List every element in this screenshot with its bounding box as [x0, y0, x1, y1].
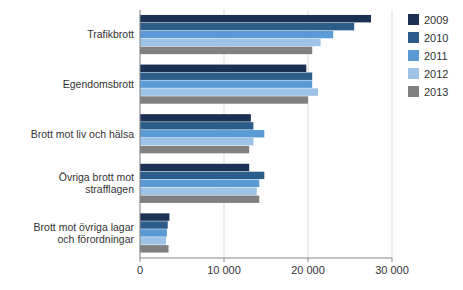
bar [140, 213, 169, 220]
bar [140, 122, 253, 129]
chart: 0 10 000 20 000 30 000 Trafikbrott Egendomsbr… [0, 0, 463, 290]
legend-label: 2012 [424, 68, 448, 80]
legend-swatch [408, 86, 419, 97]
bar [140, 15, 371, 22]
bar [140, 229, 167, 236]
tick-mark [308, 258, 309, 262]
legend-label: 2011 [424, 50, 448, 62]
category-label: Brott mot övriga lagaroch förordningar [34, 221, 135, 245]
y-axis: Trafikbrott Egendomsbrott Brott mot liv oc… [31, 28, 135, 244]
tick-mark [392, 258, 393, 262]
legend-swatch [408, 50, 419, 61]
legend: 2009 2010 2011 2012 2013 [408, 14, 448, 98]
legend-swatch [408, 14, 419, 25]
axis-line [140, 258, 392, 259]
category-label: Egendomsbrott [63, 78, 134, 90]
bar [140, 23, 354, 30]
grid [140, 10, 392, 258]
bar [140, 146, 249, 153]
bar [140, 31, 333, 38]
legend-label: 2010 [424, 32, 448, 44]
bar [140, 245, 169, 252]
bar [140, 88, 318, 95]
tick-label: 30 000 [375, 264, 409, 276]
bars [140, 15, 371, 253]
bar [140, 47, 312, 54]
legend-label: 2009 [424, 14, 448, 26]
tick-label: 10 000 [207, 264, 241, 276]
bar [140, 237, 166, 244]
bar [140, 221, 168, 228]
tick-label: 20 000 [291, 264, 325, 276]
legend-swatch [408, 68, 419, 79]
tick-mark [224, 258, 225, 262]
axis-line [140, 10, 141, 258]
bar [140, 138, 253, 145]
bar [140, 172, 264, 179]
category-label: Brott mot liv och hälsa [31, 128, 134, 140]
bar [140, 96, 308, 103]
bar [140, 80, 312, 87]
bar [140, 72, 312, 79]
bar [140, 196, 259, 203]
grid-line [392, 10, 393, 258]
x-axis: 0 10 000 20 000 30 000 [137, 258, 409, 276]
bar [140, 180, 259, 187]
category-label: Trafikbrott [87, 28, 134, 40]
legend-label: 2013 [424, 86, 448, 98]
bar [140, 114, 251, 121]
bar [140, 188, 257, 195]
bar [140, 65, 306, 72]
bar [140, 130, 264, 137]
tick-label: 0 [137, 264, 143, 276]
bar [140, 164, 249, 171]
legend-swatch [408, 32, 419, 43]
bar [140, 39, 321, 46]
tick-mark [140, 258, 141, 262]
grid-line [140, 10, 141, 258]
category-label: Övriga brott motstrafflagen [59, 171, 134, 195]
